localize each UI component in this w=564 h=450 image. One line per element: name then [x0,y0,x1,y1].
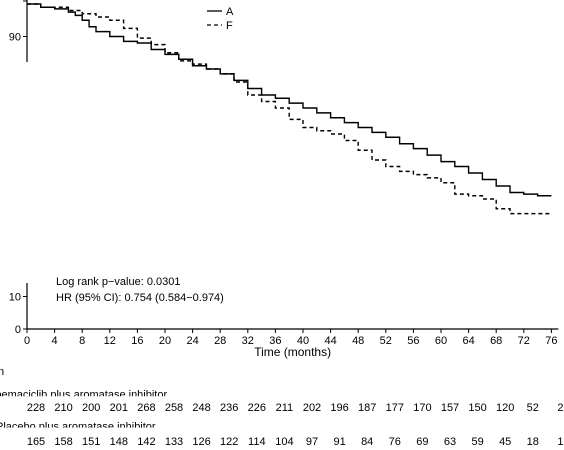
x-tick-label: 4 [52,335,58,347]
risk-count: 45 [499,436,512,448]
risk-count: 165 [26,436,46,448]
risk-count: 202 [302,402,322,414]
risk-count: 201 [109,402,128,414]
x-tick-label: 24 [186,335,198,347]
x-tick-label: 44 [324,335,336,347]
risk-count: 76 [388,436,401,448]
x-tick-label: 12 [104,335,116,347]
risk-count: 59 [471,436,484,448]
chart-legend: AF [207,6,234,32]
legend-label-1: A [226,6,234,18]
hr-annotation: HR (95% CI): 0.754 (0.584−0.974) [56,292,224,304]
risk-count: 91 [333,436,346,448]
risk-group2-row: 165 158 151 148 142 133 126 122 114 104 97 91 84 76 69… [0,436,564,450]
x-tick-label: 28 [214,335,226,347]
risk-count: 150 [468,402,487,414]
x-tick-label: 64 [462,335,474,347]
risk-count: 226 [247,402,266,414]
x-tick-label: 56 [407,335,419,347]
risk-count: 69 [416,436,429,448]
x-axis-title: Time (months) [254,345,331,359]
risk-count: 142 [137,436,156,448]
risk-count: 63 [443,436,457,448]
x-tick-label: 68 [490,335,502,347]
x-tick-label: 8 [79,335,85,347]
x-tick-label: 32 [242,335,254,347]
risk-table-header: n [0,366,5,378]
series-1-line [27,3,552,197]
cropped-region [0,62,26,276]
risk-count: 228 [26,402,46,414]
risk-count: 157 [440,402,460,414]
chart-axes: 0 4 8 12 16 20 24 28 32 36 40 44 48 52 56 60 64 68 72 76Tim… [9,0,559,359]
x-tick-label: 20 [159,335,171,347]
x-tick-label: 40 [297,335,309,347]
risk-count: 2 [557,402,564,414]
risk-count: 187 [358,402,377,414]
risk-count: 104 [275,436,294,448]
risk-count: 210 [54,402,73,414]
logrank-annotation: Log rank p−value: 0.0301 [56,276,181,288]
risk-count: 258 [164,402,184,414]
risk-count: 1 [557,436,564,448]
x-tick-label: 16 [131,335,143,347]
risk-count: 158 [54,436,73,448]
risk-count: 84 [361,436,374,448]
x-tick-label: 48 [352,335,364,347]
risk-count: 52 [526,402,539,414]
risk-count: 133 [164,436,184,448]
risk-group2-label: Placebo plus aromatase inhibitor [0,421,156,433]
risk-count: 97 [305,436,319,448]
risk-count: 126 [192,436,211,448]
risk-count: 211 [275,402,294,414]
series-2-line [27,3,552,215]
risk-count: 248 [192,402,211,414]
x-tick-label: 52 [380,335,392,347]
risk-count: 114 [248,436,266,448]
risk-count: 122 [220,436,239,448]
risk-group1-label: Abemaciclib plus aromatase inhibitor [0,389,168,401]
x-tick-label: 36 [269,335,281,347]
legend-label-2: F [226,20,233,32]
x-tick-label: 76 [545,335,557,347]
risk-count: 236 [220,402,239,414]
y-tick-label: 90 [9,32,21,44]
risk-count: 151 [82,436,101,448]
risk-count: 18 [526,436,539,448]
risk-count: 268 [137,402,156,414]
risk-count: 120 [496,402,515,414]
risk-count: 170 [413,402,432,414]
risk-count: 177 [385,402,404,414]
risk-count: 196 [330,402,349,414]
y-tick-label: 10 [9,292,21,304]
risk-group1-row: 228 210 200 201 268 258 248 236 226 211 202 196 187 1… [0,402,564,416]
risk-count: 148 [109,436,128,448]
y-tick-label: 0 [15,324,21,336]
x-tick-label: 0 [24,335,30,347]
risk-count: 200 [82,402,101,414]
chart-series [27,3,552,215]
x-tick-label: 60 [435,335,447,347]
x-tick-label: 72 [518,335,530,347]
